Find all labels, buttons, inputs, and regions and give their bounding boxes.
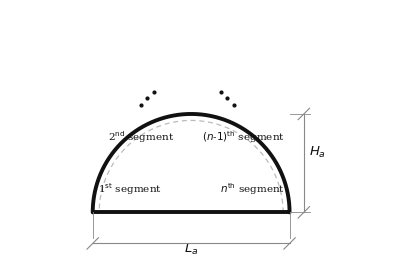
Text: $H_a$: $H_a$: [309, 145, 326, 160]
Text: $L_a$: $L_a$: [184, 242, 198, 257]
Text: 2$^{\rm nd}$ segment: 2$^{\rm nd}$ segment: [108, 129, 174, 145]
Text: $n^{\rm th}$ segment: $n^{\rm th}$ segment: [220, 181, 285, 197]
Text: 1$^{\rm st}$ segment: 1$^{\rm st}$ segment: [98, 181, 162, 197]
Text: $(n$-$1)^{\rm th}$ segment: $(n$-$1)^{\rm th}$ segment: [202, 129, 285, 145]
